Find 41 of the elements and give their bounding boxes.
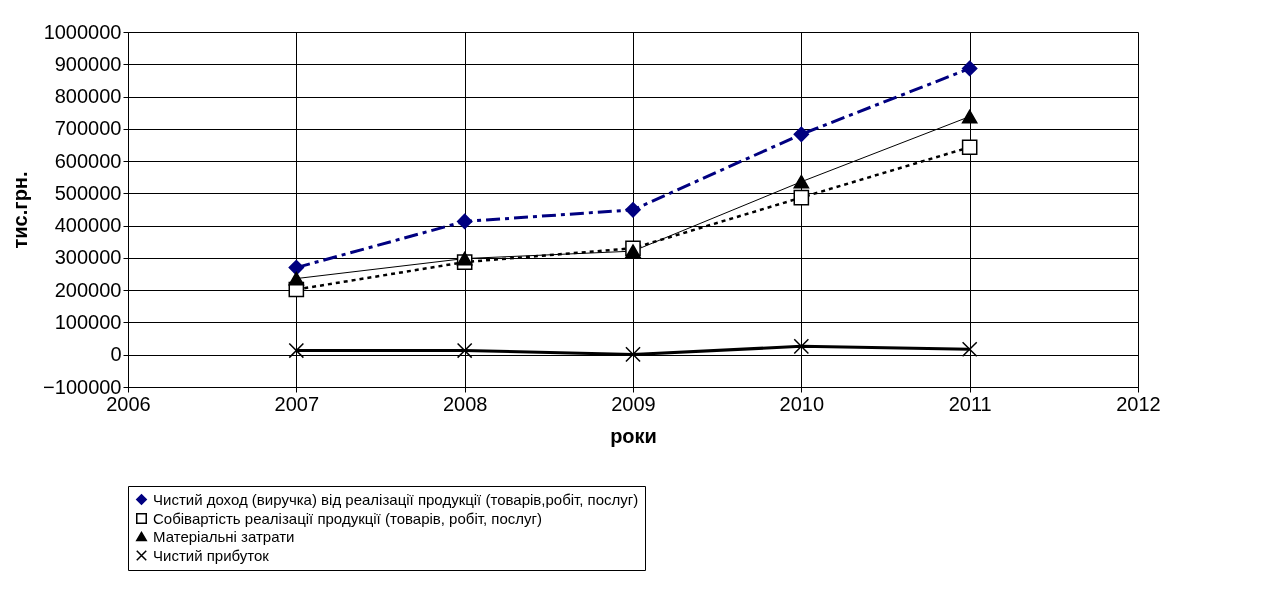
- point: [961, 139, 978, 156]
- y-tick-label: 1000000: [43, 20, 122, 43]
- y-tick-label: 500000: [54, 181, 122, 204]
- point: [288, 271, 305, 286]
- y-tick-label: 400000: [54, 214, 122, 237]
- x-tick-label: 2010: [779, 392, 825, 415]
- legend-label: Матеріальні затрати: [153, 527, 295, 545]
- y-axis-title: тис.грн.: [9, 171, 32, 249]
- y-tick-label: 700000: [54, 117, 122, 140]
- point: [288, 342, 305, 359]
- point: [793, 174, 810, 189]
- point: [288, 259, 305, 276]
- point: [793, 338, 810, 355]
- y-tick-label: 800000: [54, 85, 122, 108]
- x-tick-label: 2009: [611, 392, 656, 415]
- legend-label: Чистий доход (виручка) від реалізації продукції (товарів,робіт, послуг): [153, 490, 639, 508]
- x-tick-label: 2012: [1116, 392, 1161, 415]
- x-axis-title: роки: [610, 424, 657, 447]
- point: [625, 202, 641, 218]
- y-tick-label: −100000: [43, 375, 122, 398]
- point: [456, 342, 473, 359]
- x-tick-label: 2011: [948, 392, 992, 415]
- x-tick-label: 2007: [274, 392, 320, 415]
- point: [456, 251, 473, 266]
- y-tick-label: 600000: [54, 149, 122, 172]
- y-tick-label: 200000: [54, 278, 122, 301]
- y-tick-label: 0: [110, 343, 122, 366]
- x-tick-label: 2008: [442, 392, 488, 415]
- point: [793, 126, 810, 143]
- legend-label: Собівартість реалізації продукції (товарів, робіт, послуг): [153, 509, 542, 527]
- point: [625, 244, 641, 259]
- y-tick-label: 100000: [54, 310, 122, 333]
- point: [961, 341, 978, 358]
- point: [961, 60, 978, 77]
- point: [961, 109, 978, 124]
- point: [625, 346, 641, 363]
- point: [456, 213, 473, 230]
- y-tick-label: 900000: [54, 52, 122, 75]
- legend-label: Чистий прибуток: [153, 546, 270, 564]
- point: [793, 189, 810, 206]
- y-tick-label: 300000: [54, 246, 122, 269]
